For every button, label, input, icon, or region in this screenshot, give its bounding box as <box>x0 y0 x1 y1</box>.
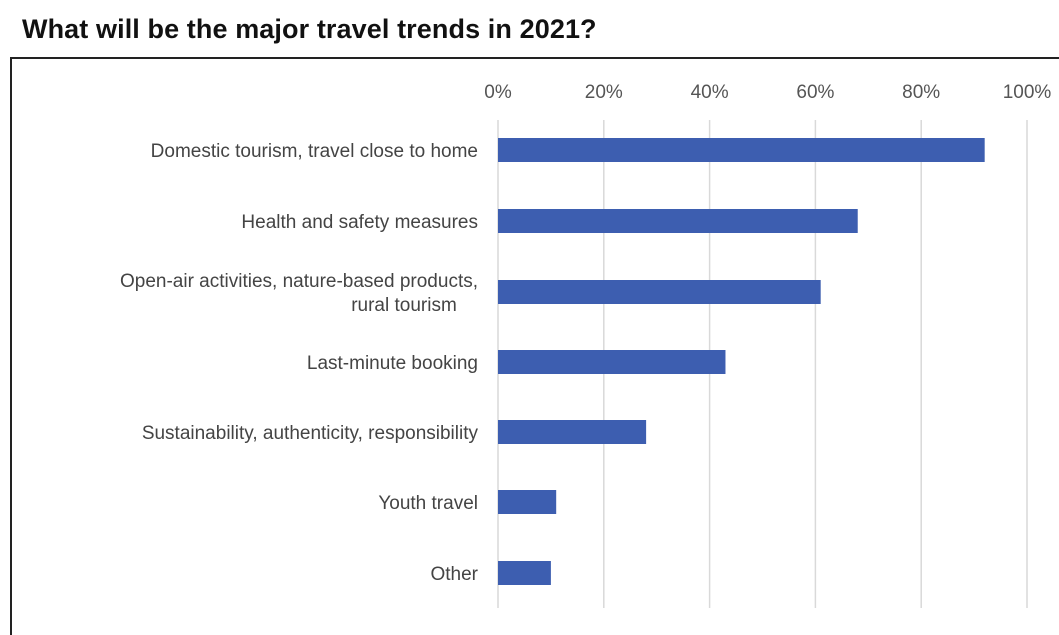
x-tick-label: 20% <box>585 82 623 103</box>
bar <box>498 490 557 514</box>
category-label: Domestic tourism, travel close to home <box>151 141 478 162</box>
category-label: Open-air activities, nature-based produc… <box>120 271 478 316</box>
category-label: Health and safety measures <box>241 212 478 233</box>
bar <box>498 561 551 585</box>
category-label-line: Open-air activities, nature-based produc… <box>120 271 478 292</box>
x-tick-label: 80% <box>902 82 940 103</box>
category-label: Youth travel <box>378 493 478 514</box>
bar <box>498 138 985 162</box>
category-label-line: rural tourism <box>351 295 457 316</box>
chart-frame <box>10 57 1059 635</box>
x-tick-label: 0% <box>484 82 512 103</box>
x-tick-label: 40% <box>691 82 729 103</box>
category-label: Other <box>430 564 478 585</box>
x-tick-label: 100% <box>1003 82 1052 103</box>
category-label: Sustainability, authenticity, responsibi… <box>142 423 479 444</box>
bar <box>498 420 647 444</box>
chart-title: What will be the major travel trends in … <box>22 14 597 44</box>
category-label: Last-minute booking <box>307 353 478 374</box>
bar <box>498 209 858 233</box>
bar <box>498 350 726 374</box>
x-tick-label: 60% <box>796 82 834 103</box>
bar <box>498 280 821 304</box>
